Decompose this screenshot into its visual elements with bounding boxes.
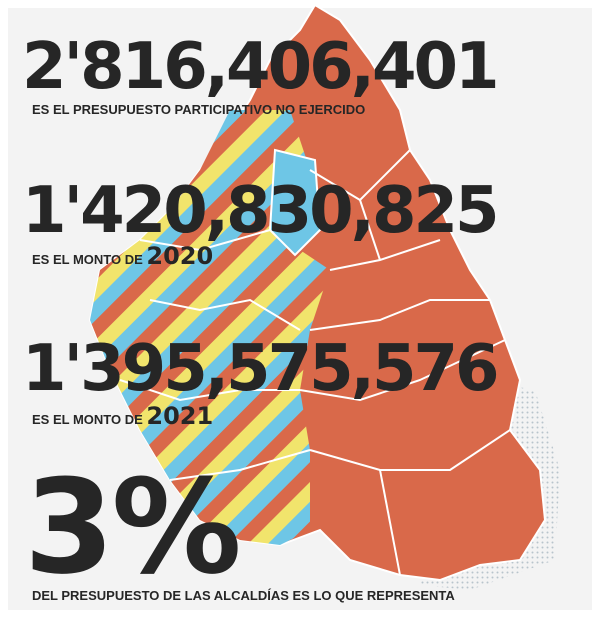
caption-year: 2020 [146,242,213,270]
stat-value: 2'816,406,401 [22,30,497,104]
map [88,3,560,590]
stat-caption: ES EL MONTO DE 2021 [32,402,213,430]
stat-value: 3% [24,451,239,603]
stat-value: 1'420,830,825 [22,174,497,248]
map-borders [119,149,511,576]
stat-caption: ES EL MONTO DE 2020 [32,242,213,270]
stat-caption: DEL PRESUPUESTO DE LAS ALCALDÍAS ES LO Q… [32,588,455,603]
stat-caption: ES EL PRESUPUESTO PARTICIPATIVO NO EJERC… [32,102,365,117]
stat-value: 1'395,575,576 [22,332,497,406]
caption-year: 2021 [146,402,213,430]
caption-text: ES EL MONTO DE [32,412,143,427]
caption-text: ES EL MONTO DE [32,252,143,267]
map-district [268,148,322,257]
